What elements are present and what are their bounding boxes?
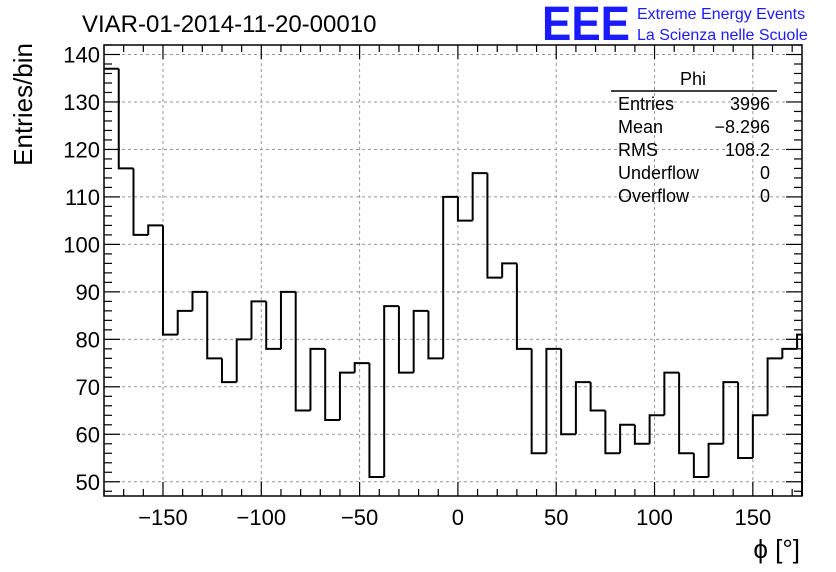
y-tick-label: 90 — [76, 280, 100, 305]
x-tick-label: 150 — [734, 505, 771, 530]
x-axis-label: ϕ [°] — [753, 534, 800, 564]
x-tick-labels: −150 −100 −50 0 50 100 150 — [138, 505, 771, 530]
x-tick-label: −150 — [138, 505, 188, 530]
histogram-bin — [338, 371, 355, 421]
histogram-bin — [589, 382, 606, 412]
y-tick-label: 100 — [63, 232, 100, 257]
histogram-bin — [574, 381, 591, 435]
y-tick-label: 70 — [76, 375, 100, 400]
histogram-bin — [471, 172, 488, 221]
stat-label-entries: Entries — [618, 94, 674, 114]
histogram-bin — [619, 423, 635, 454]
histogram-bin — [486, 173, 503, 279]
histogram-bin — [132, 168, 149, 236]
stat-value-overflow: 0 — [760, 186, 770, 206]
histogram — [104, 67, 803, 496]
histogram-bin — [604, 410, 621, 455]
histogram-bin — [545, 347, 562, 454]
histogram-bin — [265, 301, 281, 350]
plot-frame — [103, 44, 803, 497]
histogram-bin — [176, 309, 193, 335]
x-tick-label: −50 — [341, 505, 378, 530]
histogram-bin — [250, 300, 267, 340]
histogram-bin — [161, 225, 178, 336]
y-axis-label: Entries/bin — [8, 43, 38, 166]
histogram-bin — [206, 291, 222, 360]
stat-value-mean: −8.296 — [714, 117, 770, 137]
x-tick-label: 100 — [636, 505, 673, 530]
histogram-bin — [324, 348, 340, 422]
histogram-bin — [707, 442, 724, 478]
histogram-bin — [515, 263, 532, 350]
stat-value-underflow: 0 — [760, 163, 770, 183]
histogram-bin — [353, 362, 370, 373]
histogram-bin — [766, 357, 783, 416]
histogram-bin — [427, 310, 444, 360]
stat-value-rms: 108.2 — [725, 140, 770, 160]
histogram-bin — [648, 414, 665, 444]
chart-title: VIAR-01-2014-11-20-00010 — [82, 11, 376, 38]
histogram-bin — [383, 305, 399, 478]
histogram-bin — [501, 262, 517, 278]
histogram-bin — [279, 290, 296, 349]
histogram-bin — [751, 414, 768, 459]
histogram-bin — [663, 371, 680, 416]
histogram-bin — [220, 358, 237, 384]
brand-line-2: La Scienza nelle Scuole — [637, 27, 808, 44]
histogram-bin — [412, 309, 429, 373]
y-tick-label: 110 — [65, 185, 100, 210]
eee-branding: EEE Extreme Energy Events La Scienza nel… — [542, 0, 808, 51]
histogram-bin — [678, 372, 694, 455]
stats-box-title: Phi — [680, 69, 706, 89]
eee-logo: EEE — [542, 0, 630, 51]
histogram-bin — [442, 195, 458, 359]
histogram-bin — [397, 306, 414, 374]
stat-label-mean: Mean — [618, 117, 663, 137]
stat-label-underflow: Underflow — [618, 163, 700, 183]
y-tick-label: 50 — [76, 470, 100, 495]
stat-label-overflow: Overflow — [618, 186, 690, 206]
histogram-bin — [737, 382, 753, 460]
stats-box: Phi Entries 3996 Mean −8.296 RMS 108.2 U… — [611, 69, 777, 206]
axis-ticks — [103, 44, 802, 496]
stat-value-entries: 3996 — [730, 94, 770, 114]
histogram-bin — [530, 348, 547, 455]
histogram-bin — [309, 347, 326, 411]
y-tick-label: 120 — [63, 137, 100, 162]
y-tick-label: 140 — [63, 42, 100, 67]
histogram-bin — [191, 290, 208, 311]
histogram-bin — [560, 348, 576, 436]
histogram-bin — [456, 196, 473, 222]
histogram-bin — [722, 381, 739, 444]
histogram-bin — [147, 224, 163, 235]
y-tick-label: 60 — [76, 422, 100, 447]
stat-label-rms: RMS — [618, 140, 658, 160]
x-tick-label: 50 — [544, 505, 568, 530]
histogram-bin — [235, 338, 252, 383]
x-tick-label: 0 — [452, 505, 464, 530]
histogram-bin — [368, 363, 385, 479]
histogram-bin — [692, 453, 709, 479]
histogram-bin — [633, 424, 650, 445]
y-tick-label: 80 — [76, 327, 100, 352]
histogram-bin — [781, 347, 798, 359]
x-tick-label: −100 — [237, 505, 287, 530]
y-tick-label: 130 — [63, 90, 100, 115]
brand-line-1: Extreme Energy Events — [637, 6, 805, 23]
histogram-bin — [294, 291, 311, 412]
y-tick-labels: 50 60 70 80 90 100 110 120 130 140 — [63, 42, 100, 494]
